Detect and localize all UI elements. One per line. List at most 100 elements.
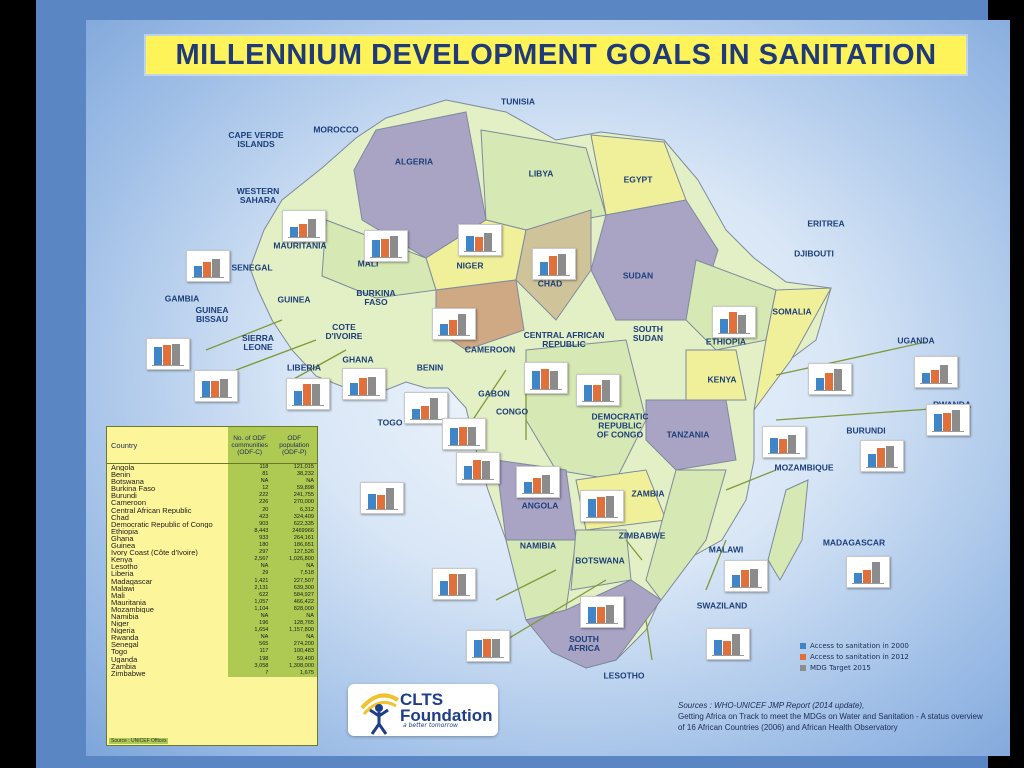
mini-chart-axis bbox=[348, 395, 380, 396]
cell-odf-p: 828,000 bbox=[271, 605, 317, 613]
cell-odf-c: 933 bbox=[227, 534, 272, 543]
country-label-zimbabwe: ZIMBABWE bbox=[618, 530, 666, 541]
mini-chart-bar bbox=[602, 380, 610, 401]
cell-odf-c: 118 bbox=[227, 464, 272, 472]
country-label-mali: MALI bbox=[357, 258, 379, 269]
mini-bar-chart bbox=[282, 210, 326, 242]
mini-chart-bar bbox=[788, 435, 796, 453]
mini-chart-bar bbox=[412, 409, 420, 419]
mini-chart-bar bbox=[720, 319, 728, 333]
table-row: Ivory Coast (Côte d'Ivoire) 297 127,526 bbox=[107, 549, 317, 557]
country-label-sierra-leone: SIERRA LEONE bbox=[241, 333, 275, 352]
mini-chart-bar bbox=[163, 345, 171, 365]
cell-country: Malawi bbox=[107, 584, 228, 592]
mini-chart-bar bbox=[825, 373, 833, 390]
cell-odf-p: 6,312 bbox=[271, 506, 317, 514]
mini-chart-axis bbox=[852, 583, 884, 584]
sources-line-1: Sources : WHO-UNICEF JMP Report (2014 up… bbox=[678, 701, 865, 710]
mini-chart-axis bbox=[586, 623, 618, 624]
country-label-guinea: GUINEA bbox=[277, 294, 311, 305]
mini-chart-bar bbox=[593, 385, 601, 401]
mini-chart-bar bbox=[533, 478, 541, 493]
cell-odf-p: 2469966 bbox=[271, 527, 317, 535]
table-row: Democratic Republic of Congo 903 622,335 bbox=[107, 520, 317, 528]
odf-table: Country No. of ODF communities (ODF-C) O… bbox=[106, 426, 318, 746]
mini-bar-chart bbox=[364, 230, 408, 262]
mini-chart-bar bbox=[368, 377, 376, 395]
mini-chart-bar bbox=[308, 219, 316, 237]
mini-chart-bar bbox=[549, 256, 557, 275]
mini-chart-axis bbox=[410, 419, 442, 420]
country-label-senegal: SENEGAL bbox=[231, 262, 273, 273]
mini-chart-bar bbox=[390, 236, 398, 257]
country-label-cameroon: CAMEROON bbox=[464, 344, 516, 355]
cell-country: Mali bbox=[107, 591, 228, 599]
table-row: Zimbabwe 7 1,675 bbox=[107, 669, 317, 677]
cell-country: Mauritania bbox=[107, 598, 228, 606]
mini-chart-axis bbox=[366, 509, 398, 510]
country-label-cape-verde-islands: CAPE VERDE ISLANDS bbox=[228, 130, 284, 149]
mini-chart-bar bbox=[440, 581, 448, 595]
mini-chart-bar bbox=[540, 262, 548, 275]
mini-chart-axis bbox=[718, 333, 750, 334]
country-label-cote-d-ivoire: COTE D'IVOIRE bbox=[325, 322, 363, 341]
cell-country: Senegal bbox=[107, 641, 228, 649]
mini-chart-bar bbox=[450, 428, 458, 445]
header-odf-p: ODF population (ODF-P) bbox=[271, 427, 317, 463]
cell-country: Chad bbox=[107, 513, 228, 521]
country-label-chad: CHAD bbox=[537, 278, 563, 289]
cell-country: Mozambique bbox=[107, 605, 228, 613]
legend-label: MDG Target 2015 bbox=[810, 663, 871, 672]
mini-bar-chart bbox=[466, 630, 510, 662]
cell-odf-p: 227,507 bbox=[271, 577, 317, 585]
country-label-malawi: MALAWI bbox=[708, 544, 744, 555]
mini-chart-bar bbox=[931, 370, 939, 383]
country-label-burkina-faso: BURKINA FASO bbox=[356, 288, 396, 307]
cell-odf-c: 226 bbox=[227, 499, 272, 507]
cell-odf-c: NA bbox=[227, 612, 272, 621]
mini-chart-bar bbox=[588, 607, 596, 623]
mini-bar-chart bbox=[516, 466, 560, 498]
country-label-zambia: ZAMBIA bbox=[631, 488, 665, 499]
mini-bar-chart bbox=[432, 308, 476, 340]
cell-odf-p: 1,675 bbox=[271, 669, 317, 677]
mini-chart-axis bbox=[152, 365, 184, 366]
cell-odf-c: 29 bbox=[227, 570, 272, 578]
cell-odf-c: NA bbox=[227, 563, 272, 571]
table-row: Ghana 933 264,161 bbox=[107, 534, 317, 543]
mini-bar-chart bbox=[580, 490, 624, 522]
mini-chart-bar bbox=[312, 384, 320, 405]
cell-odf-c: 8,443 bbox=[227, 527, 272, 535]
mini-chart-axis bbox=[932, 431, 964, 432]
cell-country: Zambia bbox=[107, 662, 228, 670]
country-label-ethiopia: ETHIOPIA bbox=[705, 336, 747, 347]
country-label-lesotho: LESOTHO bbox=[603, 670, 645, 681]
mini-chart-bar bbox=[458, 574, 466, 595]
table-row: Senegal 565 274,200 bbox=[107, 641, 317, 649]
mini-bar-chart bbox=[524, 362, 568, 394]
mini-chart-axis bbox=[292, 405, 324, 406]
mini-chart-bar bbox=[194, 266, 202, 277]
mini-chart-bar bbox=[154, 347, 162, 365]
country-label-democratic-republic-of-congo: DEMOCRATIC REPUBLIC OF CONGO bbox=[591, 411, 649, 440]
cell-odf-p: 59,898 bbox=[271, 485, 317, 493]
mini-chart-bar bbox=[934, 414, 942, 431]
cell-odf-c: 423 bbox=[227, 513, 272, 521]
mini-chart-bar bbox=[542, 475, 550, 493]
country-label-benin: BENIN bbox=[416, 362, 444, 373]
cell-odf-p: 1,308,000 bbox=[271, 662, 317, 670]
mini-bar-chart bbox=[432, 568, 476, 600]
mini-chart-bar bbox=[492, 639, 500, 657]
cell-odf-p: 59,400 bbox=[271, 655, 317, 663]
mini-chart-bar bbox=[952, 410, 960, 431]
mini-chart-bar bbox=[729, 312, 737, 333]
country-label-congo: CONGO bbox=[495, 406, 529, 417]
mini-chart-bar bbox=[220, 379, 228, 397]
mini-chart-bar bbox=[350, 383, 358, 395]
mini-chart-axis bbox=[464, 251, 496, 252]
mini-bar-chart bbox=[808, 363, 852, 395]
mini-chart-bar bbox=[550, 371, 558, 389]
cell-odf-c: 20 bbox=[227, 506, 272, 514]
mini-chart-bar bbox=[606, 496, 614, 517]
mini-chart-axis bbox=[768, 453, 800, 454]
